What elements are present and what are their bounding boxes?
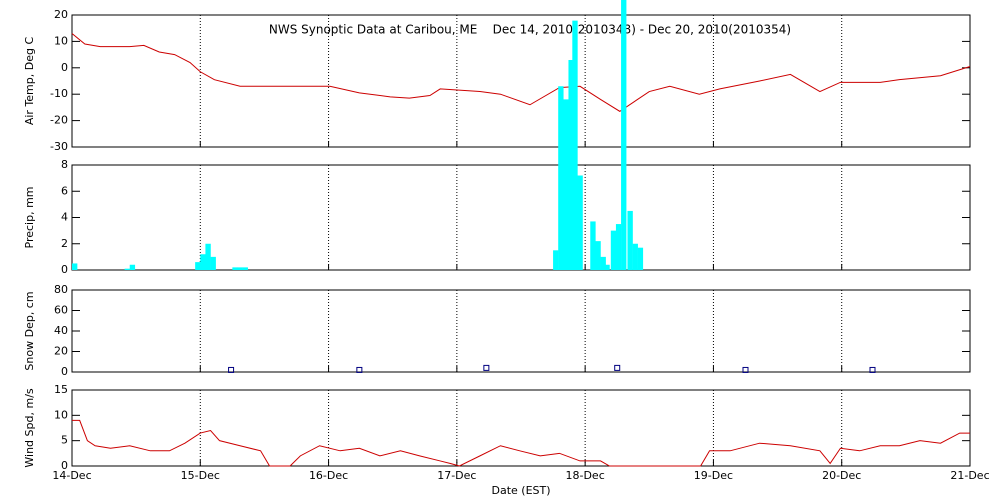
precip-bar [553,250,559,270]
precip-bar [124,268,130,270]
precip-bar [637,247,644,270]
y-tick-label: 10 [54,34,68,47]
precip-bar [627,210,633,270]
y-tick-label: 4 [61,211,68,224]
y-tick-label: 0 [61,263,68,276]
y-tick-label: 80 [54,283,68,296]
x-axis-label: Date (EST) [491,484,550,497]
y-tick-label: 40 [54,324,68,337]
plot-frame [71,289,971,373]
data-line [72,419,970,467]
y-tick-label: 60 [54,304,68,317]
y-tick-label: 20 [54,8,68,21]
y-tick-label: 6 [61,184,68,197]
precip-bar [572,20,578,270]
x-tick-label: 14-Dec [52,469,91,482]
precip-bar [232,267,238,270]
precip-bar [237,267,243,270]
y-tick-label: 0 [61,459,68,472]
precip-bar [632,243,638,270]
y-tick-label: 8 [61,158,68,171]
precip-bar [621,0,627,270]
x-tick-label: 18-Dec [566,469,605,482]
y-tick-label: 0 [61,365,68,378]
precip-bar [568,60,574,270]
x-tick-label: 20-Dec [822,469,861,482]
y-axis-label: Wind Spd, m/s [23,388,36,468]
precip-bar [615,224,622,270]
precip-bar [210,256,216,270]
precip-bar [563,99,569,270]
y-tick-label: -30 [50,140,68,153]
snow-marker [869,366,876,373]
snow-marker [742,366,749,373]
precip-bar [595,241,601,270]
x-tick-label: 15-Dec [181,469,220,482]
y-axis-label: Precip, mm [23,187,36,249]
y-tick-label: 10 [54,408,68,421]
chart-title: NWS Synoptic Data at Caribou, ME Dec 14,… [269,23,791,37]
precip-bar [610,230,617,270]
precip-bar [242,267,248,270]
precip-bar [577,175,583,270]
y-tick-label: 20 [54,345,68,358]
y-axis-label: Air Temp, Deg C [23,37,36,126]
precip-bar [200,254,206,270]
precip-bar [195,262,201,270]
y-tick-label: 0 [61,61,68,74]
precip-bar [72,263,78,270]
precip-bar [604,264,610,270]
y-axis-label: Snow Dep, cm [23,291,36,370]
precip-bar [205,243,211,270]
x-tick-label: 16-Dec [309,469,348,482]
snow-marker [614,364,621,371]
precip-bar [129,264,136,270]
x-tick-label: 17-Dec [437,469,476,482]
y-tick-label: -20 [50,114,68,127]
y-tick-label: 15 [54,383,68,396]
precip-bar [600,256,606,270]
y-tick-label: 5 [61,434,68,447]
snow-marker [356,366,363,373]
precip-bar [558,86,564,270]
snow-marker [228,366,235,373]
data-line [71,33,971,112]
precip-bar [590,221,596,270]
y-tick-label: 2 [61,237,68,250]
x-tick-label: 21-Dec [950,469,989,482]
plot-frame [71,389,971,467]
x-tick-label: 19-Dec [694,469,733,482]
snow-marker [483,364,490,371]
y-tick-label: -10 [50,87,68,100]
